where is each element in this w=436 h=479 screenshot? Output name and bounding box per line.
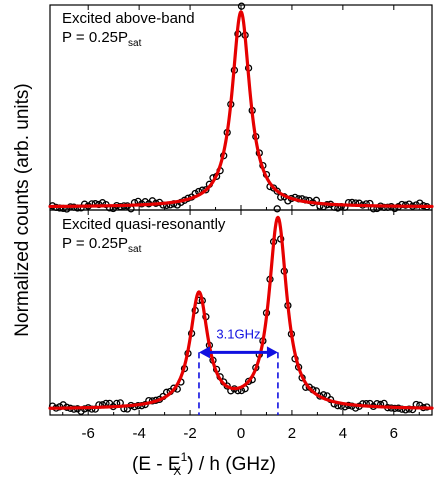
- bottom-fit-curve: [48, 215, 434, 410]
- panel-quasi-resonant: 3.1GHz Excited quasi-resonantly P = 0.25…: [48, 205, 434, 416]
- data-point: [273, 205, 281, 213]
- x-tick-label: 6: [390, 425, 398, 442]
- top-panel-title: Excited above-band: [62, 10, 195, 27]
- bottom-power-main: P = 0.25P: [62, 235, 128, 252]
- panel-above-band: Excited above-band P = 0.25Psat: [48, 2, 434, 213]
- splitting-label: 3.1GHz: [216, 326, 260, 341]
- top-power-sub: sat: [128, 38, 142, 49]
- x-label-post: ) / h (GHz): [187, 454, 276, 475]
- x-tick-labels: -6 -4 -2 0 2 4 6: [82, 425, 398, 442]
- x-tick-label: 2: [288, 425, 296, 442]
- x-tick-label: -2: [183, 425, 196, 442]
- top-power-main: P = 0.25P: [62, 29, 128, 46]
- arrow-head-left: [198, 346, 210, 359]
- y-axis-label: Normalized counts (arb. units): [12, 83, 33, 336]
- x-label-pre: (E - E: [132, 454, 181, 475]
- x-tick-label: -4: [132, 425, 145, 442]
- data-point: [202, 186, 210, 194]
- peak-marker-lines: [198, 352, 279, 415]
- data-point: [237, 2, 246, 10]
- bottom-panel-power: P = 0.25Psat: [62, 235, 142, 255]
- data-point: [244, 377, 253, 386]
- arrow-head-right: [266, 346, 278, 359]
- x-label-sub: X: [173, 464, 181, 478]
- data-point: [273, 187, 281, 195]
- splitting-arrow: [198, 346, 278, 359]
- x-axis-label: (E - E1-X ) / h (GHz): [132, 450, 276, 478]
- bottom-power-sub: sat: [128, 244, 142, 255]
- x-tick-label: -6: [82, 425, 95, 442]
- bottom-panel-ticks: [62, 210, 420, 415]
- top-panel-power: P = 0.25Psat: [62, 29, 142, 49]
- bottom-panel-title: Excited quasi-resonantly: [62, 216, 226, 233]
- x-label-sup: 1-: [181, 450, 192, 464]
- x-tick-label: 4: [339, 425, 347, 442]
- x-tick-label: 0: [237, 425, 245, 442]
- top-fit-curve: [48, 10, 434, 209]
